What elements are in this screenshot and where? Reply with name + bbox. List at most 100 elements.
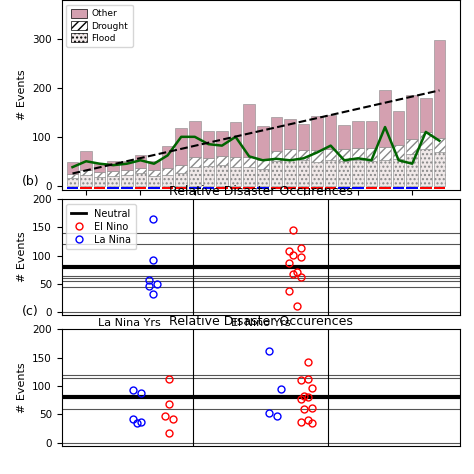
Bar	[338, 161, 350, 186]
Bar	[243, 187, 255, 189]
Bar	[162, 146, 173, 168]
Bar	[284, 149, 296, 159]
Bar	[379, 187, 391, 189]
Bar	[311, 150, 323, 162]
Title: Relative Disaster Occurences: Relative Disaster Occurences	[169, 315, 353, 328]
Bar	[271, 152, 282, 161]
Bar	[406, 95, 418, 139]
Bar	[284, 159, 296, 186]
Bar	[230, 167, 241, 186]
Bar	[121, 187, 133, 189]
Bar	[94, 187, 105, 189]
Bar	[202, 131, 214, 158]
Bar	[80, 151, 92, 170]
Bar	[379, 146, 391, 160]
Bar	[365, 161, 377, 186]
Bar	[271, 187, 282, 189]
Bar	[311, 187, 323, 189]
Title: Relative Disaster Occurences: Relative Disaster Occurences	[169, 185, 353, 198]
Bar	[216, 165, 228, 186]
Bar	[189, 167, 201, 186]
Bar	[352, 187, 364, 189]
Bar	[162, 168, 173, 175]
Bar	[243, 157, 255, 167]
Bar	[257, 169, 268, 186]
Bar	[94, 163, 105, 172]
Bar	[434, 187, 445, 189]
Bar	[135, 155, 146, 168]
Bar	[230, 122, 241, 157]
Bar	[108, 171, 119, 176]
Bar	[121, 161, 133, 170]
Bar	[406, 187, 418, 189]
Bar	[420, 132, 432, 149]
Bar	[434, 153, 445, 186]
Legend: Other, Drought, Flood: Other, Drought, Flood	[66, 5, 133, 47]
Bar	[121, 175, 133, 186]
Bar	[135, 168, 146, 173]
Bar	[243, 167, 255, 186]
Bar	[365, 147, 377, 161]
Bar	[379, 91, 391, 146]
Bar	[94, 177, 105, 186]
Bar	[189, 187, 201, 189]
Text: (c): (c)	[22, 306, 38, 319]
Bar	[94, 172, 105, 177]
Bar	[202, 158, 214, 166]
Bar	[175, 187, 187, 189]
Bar	[338, 187, 350, 189]
Bar	[216, 187, 228, 189]
Bar	[80, 187, 92, 189]
Bar	[271, 117, 282, 152]
Bar	[406, 154, 418, 186]
Bar	[298, 187, 309, 189]
Bar	[175, 128, 187, 164]
Legend: Neutral, El Nino, La Nina: Neutral, El Nino, La Nina	[66, 204, 136, 249]
Bar	[135, 173, 146, 186]
Bar	[189, 121, 201, 157]
Bar	[148, 187, 160, 189]
Bar	[420, 98, 432, 132]
Bar	[298, 124, 309, 149]
Bar	[393, 187, 404, 189]
Bar	[298, 160, 309, 186]
Bar	[352, 160, 364, 186]
Bar	[108, 161, 119, 171]
Bar	[148, 161, 160, 170]
Bar	[230, 187, 241, 189]
Bar	[148, 176, 160, 186]
Bar	[406, 139, 418, 154]
Bar	[284, 119, 296, 149]
Bar	[393, 111, 404, 145]
Bar	[420, 187, 432, 189]
Bar	[202, 187, 214, 189]
Bar	[257, 187, 268, 189]
Bar	[338, 149, 350, 161]
Bar	[311, 162, 323, 186]
Bar	[189, 157, 201, 167]
Text: (b): (b)	[22, 175, 39, 188]
Bar	[365, 187, 377, 189]
Bar	[271, 161, 282, 186]
Bar	[67, 162, 78, 174]
Bar	[352, 148, 364, 160]
Bar	[257, 160, 268, 169]
Bar	[80, 170, 92, 175]
Bar	[80, 175, 92, 186]
Bar	[175, 164, 187, 173]
Bar	[216, 156, 228, 165]
Bar	[162, 187, 173, 189]
Bar	[352, 121, 364, 148]
Bar	[298, 149, 309, 160]
Y-axis label: # Events: # Events	[17, 362, 27, 413]
Bar	[325, 187, 337, 189]
Bar	[393, 159, 404, 186]
Bar	[121, 170, 133, 175]
Bar	[379, 160, 391, 186]
Bar	[108, 176, 119, 186]
Bar	[434, 40, 445, 138]
Bar	[325, 115, 337, 149]
Bar	[67, 187, 78, 189]
Bar	[230, 157, 241, 167]
Bar	[108, 187, 119, 189]
